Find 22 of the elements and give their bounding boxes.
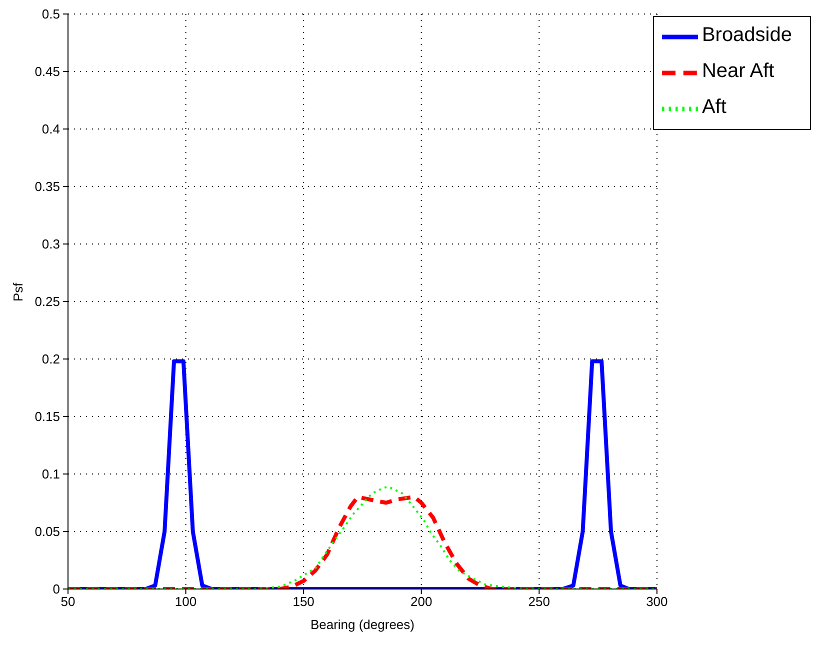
y-tick-label: 0.4 [42, 122, 60, 137]
y-tick-label: 0.1 [42, 466, 60, 482]
legend-label: Broadside [702, 24, 792, 46]
y-tick-label: 0.5 [42, 6, 60, 22]
y-tick-label: 0.3 [42, 236, 60, 252]
y-tick-label: 0.25 [34, 294, 60, 310]
y-tick-label: 0.45 [34, 64, 60, 80]
y-axis-title: Psf [10, 282, 26, 302]
x-tick-label: 300 [646, 594, 668, 610]
legend-label: Near Aft [702, 60, 774, 82]
y-tick-label: 0 [52, 582, 60, 597]
y-tick-label: 0.05 [34, 524, 60, 540]
y-tick-label: 0.2 [42, 352, 60, 367]
x-tick-label: 150 [292, 594, 314, 610]
y-tick-label: 0.35 [34, 179, 60, 194]
x-axis-title: Bearing (degrees) [310, 617, 414, 632]
x-tick-label: 200 [410, 594, 432, 610]
x-tick-label: 250 [528, 594, 550, 610]
y-tick-label: 0.15 [34, 409, 60, 424]
legend-label: Aft [702, 96, 726, 118]
x-tick-label: 50 [60, 594, 76, 610]
x-tick-label: 100 [174, 594, 197, 610]
